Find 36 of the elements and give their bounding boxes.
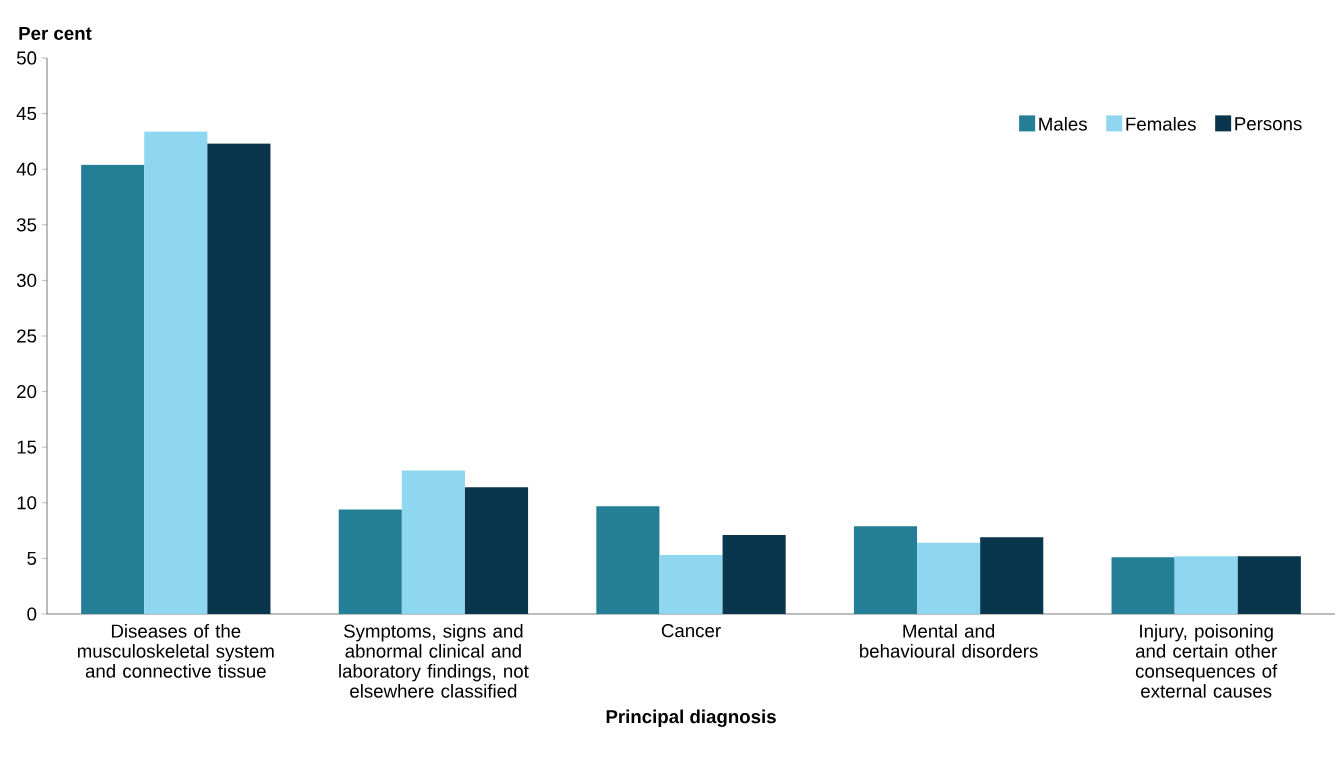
legend-label: Males [1039,116,1087,131]
bar [917,542,981,614]
y-tick-label: 35 [16,218,37,232]
y-tick-label: 45 [16,107,37,121]
bar [207,143,271,614]
bar [464,487,529,614]
legend-label: Persons [1235,117,1302,131]
bar [144,131,208,614]
x-axis-title: Principal diagnosis [606,709,776,728]
y-tick-label: 0 [27,607,37,621]
bar [722,535,786,614]
bar [81,164,145,614]
bar [1237,556,1301,614]
y-tick-label: 50 [16,51,37,65]
x-tick-label: Injury, poisoning and certain other consequences of external causes [1135,624,1278,698]
y-tick-label: 5 [27,551,37,565]
y-tick-label: 25 [17,329,37,343]
bar [659,555,723,614]
y-tick-label: 10 [17,496,37,510]
x-tick-label: Symptoms, signs and abnormal clinical and laboratory findings, not elsewhere classified [339,624,529,698]
x-tick-label: Mental and behavioural disorders [860,624,1038,658]
bar [1111,557,1175,614]
bar [1174,556,1238,614]
bar [853,526,918,614]
legend-label: Females [1126,116,1196,131]
bar [401,470,465,614]
y-axis-title: Per cent [19,26,92,40]
x-tick-label: Diseases of the musculoskeletal system and connective tissue [77,624,274,678]
y-tick-label: 15 [17,440,37,454]
bar [980,537,1044,614]
x-tick-label: Cancer [661,624,721,638]
y-tick-label: 30 [16,273,37,288]
bar [596,506,660,614]
bar [338,509,402,614]
y-tick-label: 20 [17,384,37,399]
y-tick-label: 40 [16,162,37,176]
